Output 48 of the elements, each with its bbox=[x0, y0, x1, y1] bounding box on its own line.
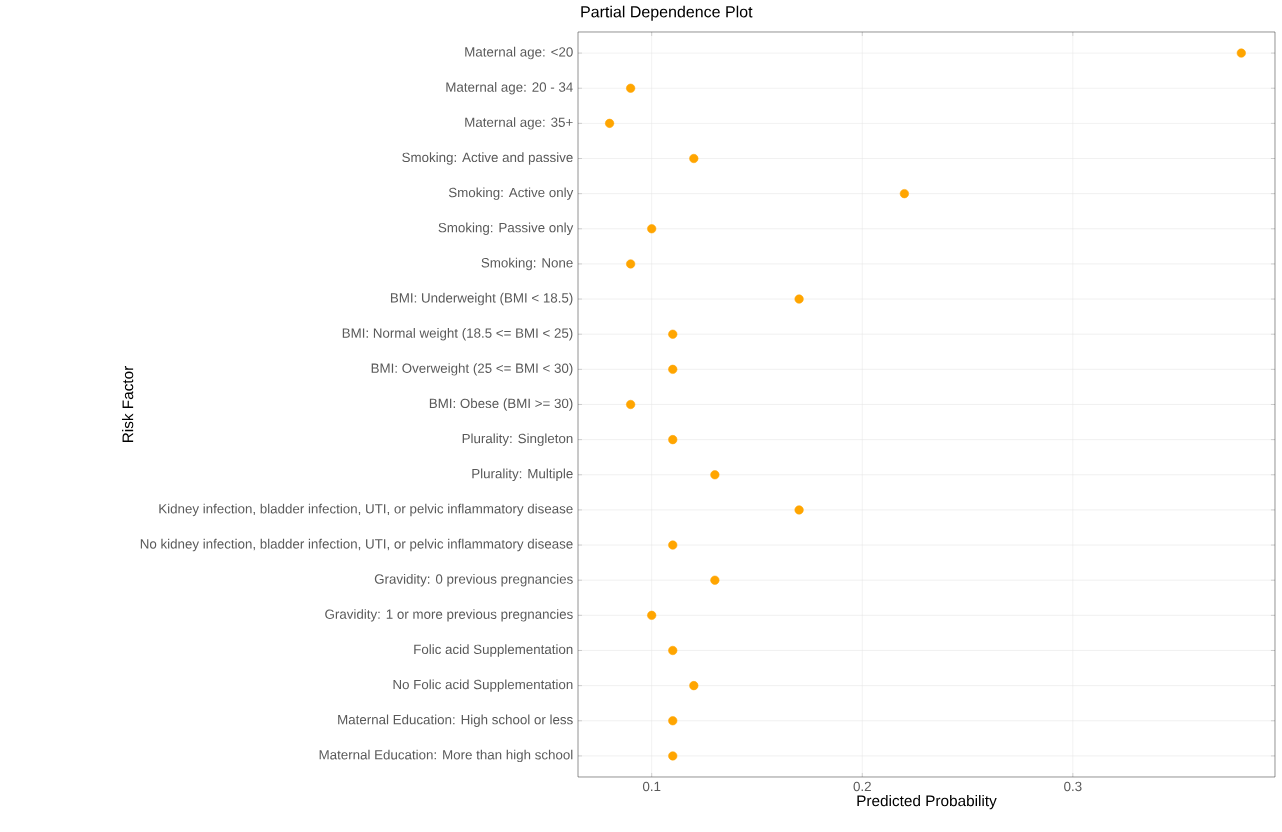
point bbox=[668, 540, 678, 550]
point bbox=[1236, 48, 1246, 58]
point bbox=[668, 364, 678, 374]
point bbox=[794, 294, 804, 304]
point bbox=[899, 189, 909, 199]
y-tick-label: Smoking: Active only bbox=[448, 187, 574, 200]
y-tick-label: No Folic acid Supplementation bbox=[393, 679, 573, 692]
y-tick-label: Smoking: Active and passive bbox=[402, 152, 573, 165]
y-tick-label: BMI: Obese (BMI >= 30) bbox=[429, 398, 573, 411]
point bbox=[689, 681, 699, 691]
point bbox=[626, 259, 636, 269]
point bbox=[605, 118, 615, 128]
y-tick-label: Plurality: Multiple bbox=[472, 468, 573, 481]
point bbox=[647, 224, 657, 234]
point bbox=[668, 716, 678, 726]
x-tick-label: 0.2 bbox=[853, 781, 871, 792]
y-tick-label: Plurality: Singleton bbox=[462, 433, 573, 446]
point bbox=[710, 470, 720, 480]
point bbox=[668, 329, 678, 339]
y-tick-label: BMI: Overweight (25 <= BMI < 30) bbox=[371, 363, 573, 376]
point bbox=[626, 399, 636, 410]
x-tick-label: 0.1 bbox=[642, 781, 661, 792]
point bbox=[626, 83, 636, 93]
y-tick-label: Maternal age: 35+ bbox=[465, 117, 573, 130]
y-axis-title: Risk Factor bbox=[122, 366, 134, 443]
y-tick-label: Maternal Education: More than high school bbox=[319, 749, 573, 763]
chart-title: Partial Dependence Plot bbox=[581, 5, 753, 21]
point bbox=[668, 435, 678, 445]
point bbox=[689, 153, 699, 164]
x-axis-title: Predicted Probability bbox=[857, 794, 997, 810]
y-tick-label: Smoking: None bbox=[481, 257, 573, 271]
point bbox=[710, 575, 720, 585]
point bbox=[668, 751, 678, 761]
y-tick-label: BMI: Underweight (BMI < 18.5) bbox=[390, 292, 573, 306]
y-tick-label: Folic acid Supplementation bbox=[414, 644, 573, 657]
y-tick-label: Maternal Education: High school or less bbox=[338, 714, 573, 727]
y-tick-label: Kidney infection, bladder infection, UTI, or pelvic inflammatory disease bbox=[159, 503, 573, 517]
y-tick-label: No kidney infection, bladder infection, UTI, or pelvic inflammatory disease bbox=[140, 538, 573, 552]
y-tick-label: Maternal age: <20 bbox=[465, 46, 573, 60]
point bbox=[668, 645, 678, 656]
y-tick-label: Gravidity: 1 or more previous pregnancies bbox=[325, 609, 573, 622]
y-tick-label: Maternal age: 20 - 34 bbox=[446, 82, 573, 95]
y-tick-label: Gravidity: 0 previous pregnancies bbox=[374, 573, 573, 587]
x-tick-label: 0.3 bbox=[1064, 781, 1082, 792]
y-tick-label: Smoking: Passive only bbox=[438, 222, 574, 235]
point bbox=[794, 505, 804, 515]
point bbox=[647, 610, 657, 620]
y-tick-label: BMI: Normal weight (18.5 <= BMI < 25) bbox=[342, 328, 573, 341]
